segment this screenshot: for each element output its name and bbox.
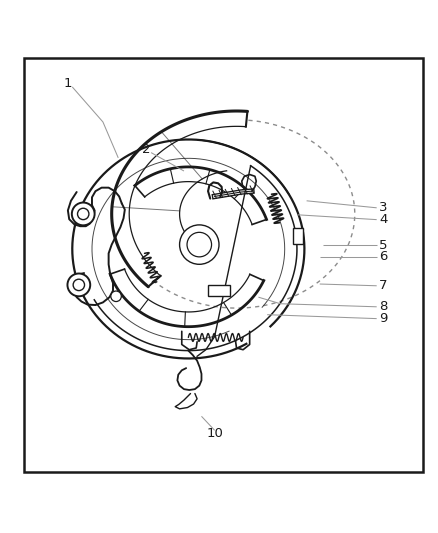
Bar xyxy=(293,228,303,244)
Text: 6: 6 xyxy=(379,251,388,263)
Bar xyxy=(208,285,230,296)
Text: 10: 10 xyxy=(206,427,223,440)
Text: 3: 3 xyxy=(379,201,388,214)
Text: 7: 7 xyxy=(379,279,388,292)
Text: 1: 1 xyxy=(64,77,72,90)
Text: 4: 4 xyxy=(379,213,388,226)
Circle shape xyxy=(78,208,89,220)
Circle shape xyxy=(180,225,219,264)
Text: 8: 8 xyxy=(379,300,388,313)
Circle shape xyxy=(72,203,95,225)
Circle shape xyxy=(111,291,121,302)
Circle shape xyxy=(67,273,90,296)
Text: 9: 9 xyxy=(379,312,388,325)
Circle shape xyxy=(73,279,85,290)
Text: 2: 2 xyxy=(142,143,151,156)
Text: 5: 5 xyxy=(379,239,388,252)
Circle shape xyxy=(187,232,212,257)
